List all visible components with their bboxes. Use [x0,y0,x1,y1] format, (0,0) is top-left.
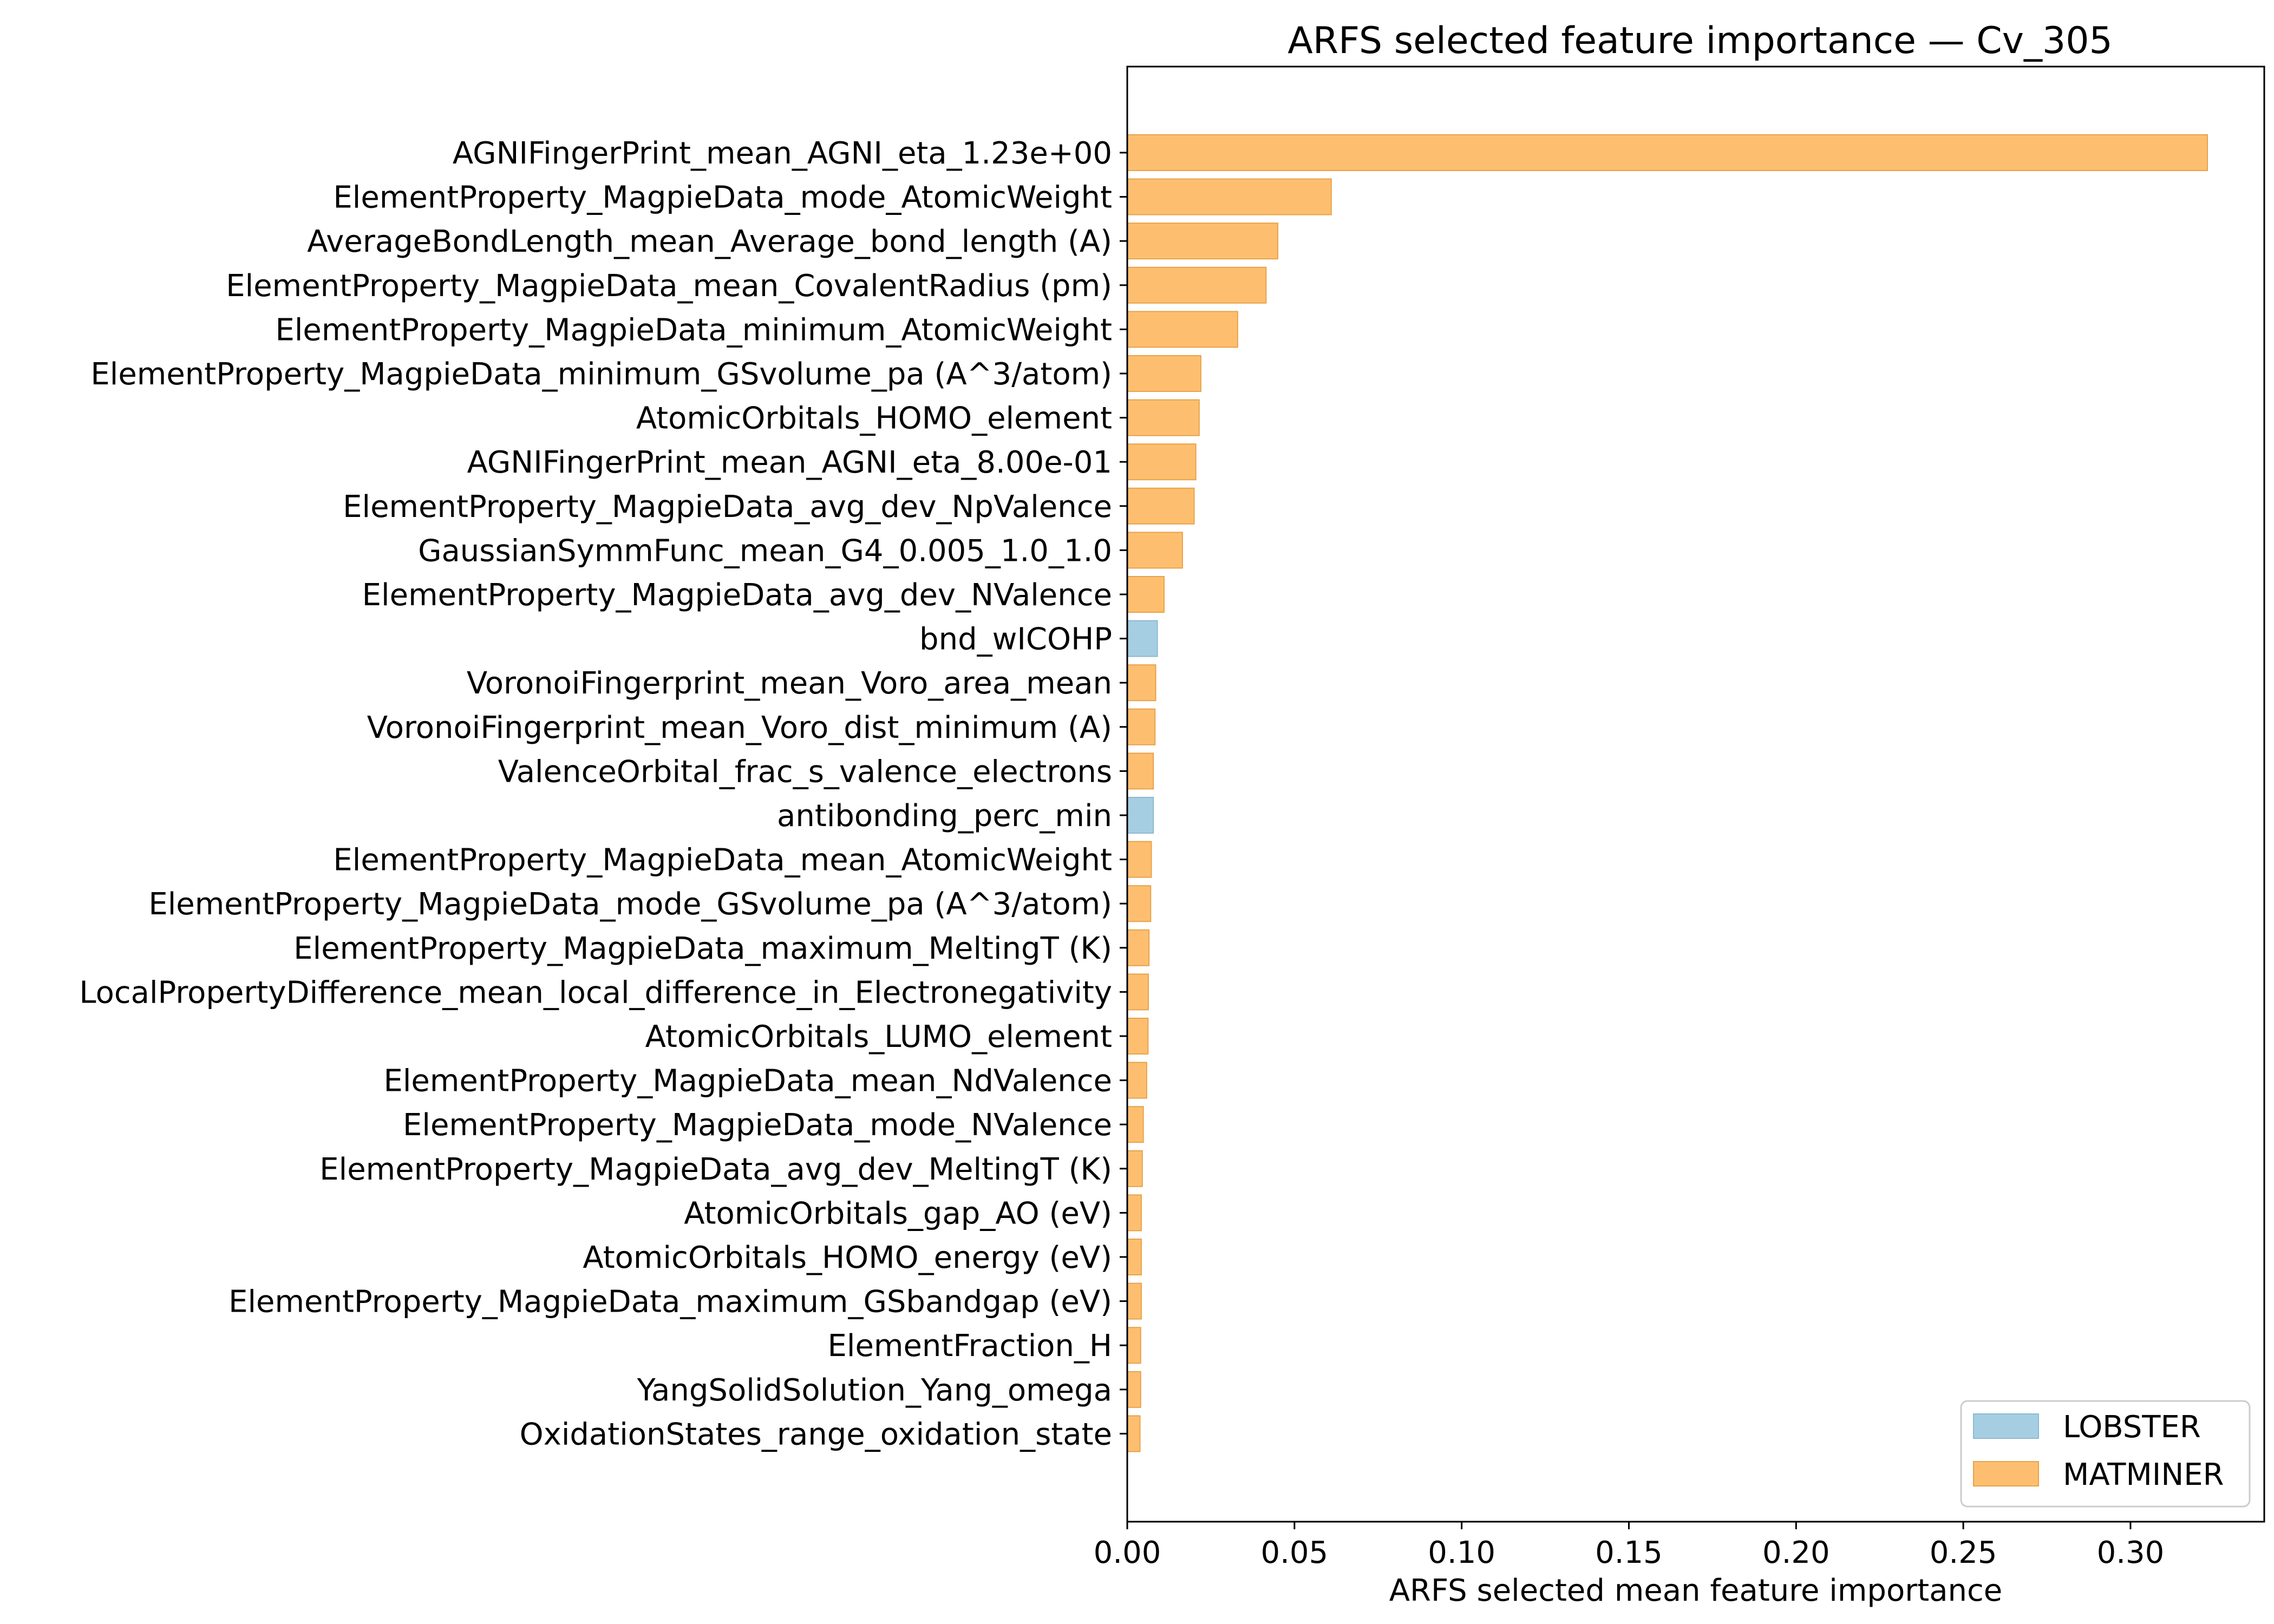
y-tick-label: ElementProperty_MagpieData_avg_dev_Melti… [319,1152,1112,1187]
x-tick-label: 0.30 [2097,1535,2165,1570]
bar-gaussiansymmfunc-mean-g4-0-005-1-0-1-0 [1127,532,1183,569]
y-tick-label: ElementProperty_MagpieData_mean_NdValenc… [383,1064,1112,1099]
y-tick-label: ElementFraction_H [828,1328,1113,1364]
legend-label-matminer: MATMINER [2063,1457,2224,1492]
y-tick-label: AtomicOrbitals_HOMO_energy (eV) [583,1240,1112,1275]
chart-title: ARFS selected feature importance — Cv_30… [1288,19,2113,62]
bar-yangsolidsolution-yang-omega [1127,1371,1141,1408]
bar-elementproperty-magpiedata-avg-dev-npvalence [1127,487,1195,525]
y-tick-label: OxidationStates_range_oxidation_state [520,1417,1112,1452]
bar-agnifingerprint-mean-agni-eta-8-00e-01 [1127,443,1197,481]
bar-elementproperty-magpiedata-avg-dev-meltingt-k [1127,1150,1143,1187]
bar-oxidationstates-range-oxidation-state [1127,1415,1141,1452]
y-tick-label: ElementProperty_MagpieData_mode_NValence [403,1108,1112,1143]
bar-elementfraction-h [1127,1327,1141,1364]
x-axis-label: ARFS selected mean feature importance [1389,1573,2003,1608]
y-tick-labels: AGNIFingerPrint_mean_AGNI_eta_1.23e+00 El… [79,136,1127,1452]
y-tick-label: bnd_wICOHP [919,622,1112,657]
x-tick-label: 0.15 [1595,1535,1663,1570]
y-tick-label: antibonding_perc_min [777,798,1112,834]
bar-elementproperty-magpiedata-mode-nvalence [1127,1106,1144,1143]
y-tick-label: AtomicOrbitals_HOMO_element [636,401,1112,436]
y-tick-label: AverageBondLength_mean_Average_bond_leng… [307,224,1112,259]
y-tick-label: ElementProperty_MagpieData_minimum_Atomi… [275,312,1112,348]
bar-elementproperty-magpiedata-minimum-atomicweight [1127,311,1238,348]
bar-bnd-wicohp [1127,620,1158,657]
legend-swatch-matminer [1973,1461,2039,1487]
y-tick-label: ValenceOrbital_frac_s_valence_electrons [498,754,1112,789]
bar-elementproperty-magpiedata-mode-atomicweight [1127,178,1332,215]
bar-elementproperty-magpiedata-mean-atomicweight [1127,841,1152,878]
bar-atomicorbitals-homo-element [1127,399,1200,436]
bar-elementproperty-magpiedata-maximum-meltingt-k [1127,929,1150,966]
x-tick-label: 0.20 [1762,1535,1830,1570]
bar-valenceorbital-frac-s-valence-electrons [1127,752,1154,790]
y-tick-label: VoronoiFingerprint_mean_Voro_area_mean [467,666,1112,701]
legend-label-lobster: LOBSTER [2063,1410,2201,1445]
bar-atomicorbitals-homo-energy-ev [1127,1239,1142,1275]
bar-voronoifingerprint-mean-voro-dist-minimum-a [1127,708,1156,745]
bars-group [1127,134,2208,1452]
bar-agnifingerprint-mean-agni-eta-1-23e-00 [1127,134,2208,171]
bar-elementproperty-magpiedata-minimum-gsvolume-pa-a-3-atom [1127,355,1201,392]
y-tick-label: VoronoiFingerprint_mean_Voro_dist_minimu… [367,710,1112,745]
bar-voronoifingerprint-mean-voro-area-mean [1127,664,1156,702]
y-tick-label: GaussianSymmFunc_mean_G4_0.005_1.0_1.0 [418,533,1112,568]
y-tick-label: ElementProperty_MagpieData_mean_AtomicWe… [333,843,1112,878]
y-tick-label: ElementProperty_MagpieData_avg_dev_NVale… [362,578,1112,613]
x-tick-label: 0.05 [1260,1535,1328,1570]
x-tick-label: 0.00 [1094,1535,1161,1570]
y-tick-label: ElementProperty_MagpieData_maximum_Melti… [293,931,1112,966]
bar-elementproperty-magpiedata-maximum-gsbandgap-ev [1127,1282,1142,1320]
x-tick-labels: 0.00 0.05 0.10 0.15 0.20 0.25 0.30 [1094,1522,2165,1570]
bar-atomicorbitals-lumo-element [1127,1018,1149,1055]
bar-antibonding-perc-min [1127,797,1154,834]
y-tick-label: AtomicOrbitals_gap_AO (eV) [684,1196,1112,1231]
y-tick-label: ElementProperty_MagpieData_mode_AtomicWe… [333,180,1112,215]
y-tick-label: ElementProperty_MagpieData_maximum_GSban… [228,1285,1112,1320]
bar-elementproperty-magpiedata-mean-covalentradius-pm [1127,266,1267,304]
bar-elementproperty-magpiedata-mean-ndvalence [1127,1062,1147,1099]
bar-localpropertydifference-mean-local-difference-in-electronegativity [1127,973,1149,1011]
y-tick-label: ElementProperty_MagpieData_minimum_GSvol… [90,357,1112,392]
bar-elementproperty-magpiedata-avg-dev-nvalence [1127,576,1165,613]
y-tick-label: ElementProperty_MagpieData_mode_GSvolume… [148,887,1112,922]
legend: LOBSTER MATMINER [1960,1400,2251,1508]
plot-frame [1126,66,2265,1523]
y-tick-label: AGNIFingerPrint_mean_AGNI_eta_1.23e+00 [453,136,1112,171]
y-tick-label: YangSolidSolution_Yang_omega [637,1373,1112,1408]
legend-swatch-lobster [1973,1413,2039,1439]
bar-averagebondlength-mean-average-bond-length-a [1127,222,1278,260]
y-tick-label: ElementProperty_MagpieData_avg_dev_NpVal… [343,489,1112,525]
y-tick-label: ElementProperty_MagpieData_mean_Covalent… [226,269,1112,304]
y-tick-label: AtomicOrbitals_LUMO_element [645,1019,1112,1055]
bar-atomicorbitals-gap-ao-ev [1127,1194,1142,1232]
bar-elementproperty-magpiedata-mode-gsvolume-pa-a-3-atom [1127,885,1152,922]
x-tick-label: 0.25 [1930,1535,1997,1570]
y-tick-label: AGNIFingerPrint_mean_AGNI_eta_8.00e-01 [467,445,1112,480]
x-tick-label: 0.10 [1428,1535,1495,1570]
y-tick-label: LocalPropertyDifference_mean_local_diffe… [79,975,1112,1010]
